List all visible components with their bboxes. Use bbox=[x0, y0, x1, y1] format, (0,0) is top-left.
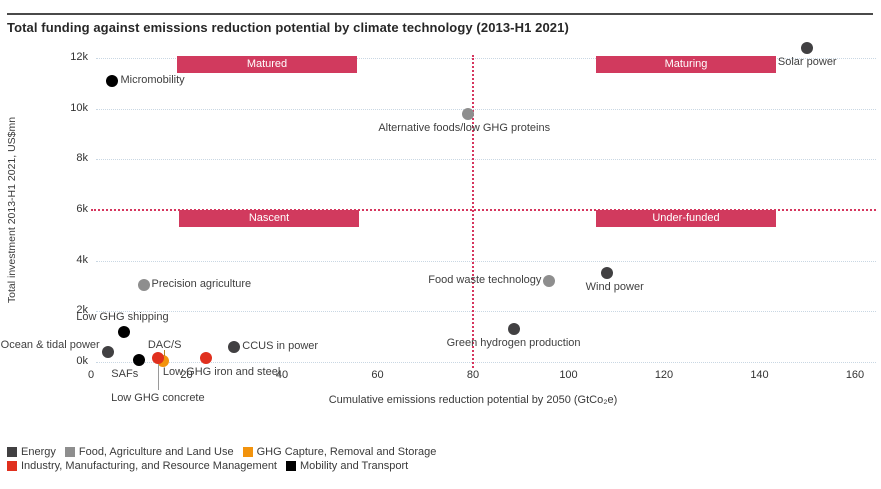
y-tick-label: 12k bbox=[70, 51, 88, 63]
data-point bbox=[600, 267, 613, 280]
data-point bbox=[151, 352, 164, 365]
data-point bbox=[199, 352, 212, 365]
x-tick-label: 100 bbox=[559, 369, 578, 381]
data-point bbox=[228, 340, 241, 353]
gridline bbox=[96, 362, 876, 363]
chart-legend: Energy Food, Agriculture and Land Use GHG … bbox=[7, 446, 445, 474]
quadrant-badge-maturing: Maturing bbox=[596, 56, 776, 73]
chart-title: Total funding against emissions reductio… bbox=[7, 20, 569, 35]
data-point-label: Micromobility bbox=[120, 73, 185, 86]
y-tick-label: 10k bbox=[70, 101, 88, 114]
data-point-label: Solar power bbox=[777, 55, 837, 68]
data-point-label: Food waste technology bbox=[428, 273, 542, 286]
data-point-label: CCUS in power bbox=[242, 339, 319, 352]
x-tick-label: 0 bbox=[87, 369, 95, 381]
legend-label: Food, Agriculture and Land Use bbox=[78, 446, 234, 458]
data-point bbox=[132, 354, 145, 367]
legend-item: Energy bbox=[7, 446, 56, 458]
legend-label: Industry, Manufacturing, and Resource Ma… bbox=[21, 460, 277, 472]
legend-row: Industry, Manufacturing, and Resource Ma… bbox=[7, 460, 445, 472]
data-point-label: Low GHG shipping bbox=[76, 310, 169, 323]
data-point bbox=[801, 41, 814, 54]
quadrant-badge-underfunded: Under-funded bbox=[596, 210, 776, 227]
y-tick-label: 0k bbox=[76, 355, 88, 367]
data-point bbox=[543, 274, 556, 287]
legend-swatch bbox=[7, 447, 17, 457]
data-point-label: Alternative foods/low GHG proteins bbox=[378, 121, 551, 134]
y-tick-label: 2k bbox=[76, 304, 88, 317]
data-point bbox=[137, 278, 150, 291]
x-tick-label: 20 bbox=[180, 369, 193, 381]
quadrant-divider-horizontal bbox=[91, 209, 876, 211]
gridline bbox=[96, 260, 876, 262]
legend-row: Energy Food, Agriculture and Land Use GHG … bbox=[7, 446, 445, 458]
legend-item: Industry, Manufacturing, and Resource Ma… bbox=[7, 460, 277, 472]
data-point bbox=[462, 107, 475, 120]
data-point bbox=[507, 323, 520, 336]
x-tick-label: 160 bbox=[845, 369, 865, 381]
data-point-label: Low GHG iron and steel bbox=[162, 366, 281, 379]
legend-swatch bbox=[286, 461, 296, 471]
data-point-label: Ocean & tidal power bbox=[0, 338, 100, 351]
quadrant-badge-nascent: Nascent bbox=[179, 210, 359, 227]
quadrant-divider-vertical bbox=[472, 55, 474, 368]
gridline bbox=[96, 108, 876, 110]
legend-label: Energy bbox=[21, 446, 56, 458]
y-axis-title: Total investment 2013-H1 2021, US$mn bbox=[6, 116, 18, 304]
legend-item: GHG Capture, Removal and Storage bbox=[242, 446, 437, 458]
y-tick-label: 6k bbox=[76, 203, 88, 215]
title-rule bbox=[7, 13, 873, 15]
x-tick-label: 140 bbox=[750, 369, 769, 381]
legend-item: Food, Agriculture and Land Use bbox=[64, 446, 234, 458]
data-point bbox=[101, 345, 114, 358]
x-tick-label: 120 bbox=[654, 369, 674, 381]
gridline bbox=[96, 58, 876, 59]
label-callout-line bbox=[157, 364, 159, 391]
data-point-label: DAC/S bbox=[147, 339, 182, 352]
data-point-label: Precision agriculture bbox=[151, 277, 252, 290]
data-point-label: Wind power bbox=[585, 281, 644, 294]
gridline bbox=[96, 159, 876, 161]
x-axis-title: Cumulative emissions reduction potential… bbox=[328, 394, 618, 406]
x-tick-label: 80 bbox=[466, 369, 480, 381]
legend-item: Mobility and Transport bbox=[286, 460, 408, 472]
quadrant-badge-matured: Matured bbox=[177, 56, 357, 73]
legend-swatch bbox=[7, 461, 17, 471]
x-tick-label: 40 bbox=[275, 369, 289, 381]
gridline bbox=[96, 311, 876, 313]
label-callout-line bbox=[163, 350, 166, 357]
legend-swatch bbox=[242, 447, 253, 457]
legend-label: Mobility and Transport bbox=[300, 460, 409, 472]
data-point-label: Green hydrogen production bbox=[446, 337, 581, 350]
y-tick-label: 4k bbox=[76, 253, 88, 266]
x-tick-label: 60 bbox=[371, 369, 384, 381]
data-point-label: SAFs bbox=[111, 368, 139, 381]
legend-label: GHG Capture, Removal and Storage bbox=[256, 446, 437, 458]
data-point bbox=[118, 325, 131, 338]
data-point-label: Low GHG concrete bbox=[111, 392, 205, 405]
data-point bbox=[106, 74, 119, 87]
legend-swatch bbox=[64, 447, 75, 457]
y-tick-label: 8k bbox=[76, 152, 88, 165]
